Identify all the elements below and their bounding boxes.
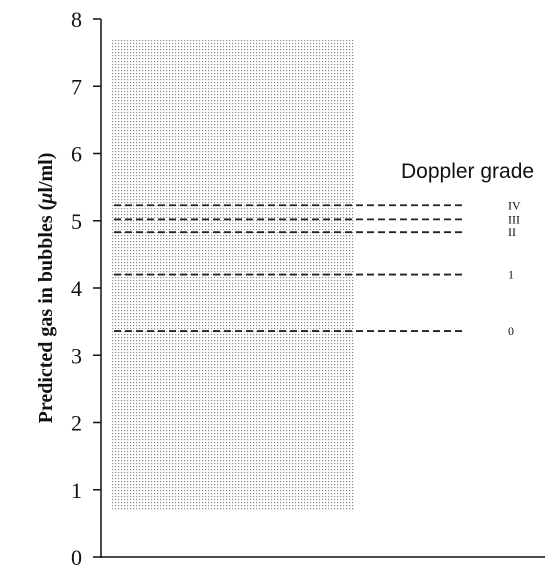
chart-title: Doppler grade xyxy=(401,160,534,183)
y-tick-label: 8 xyxy=(71,7,82,32)
y-tick-label: 1 xyxy=(71,478,82,503)
grade-label: IV xyxy=(508,198,521,212)
grade-label: II xyxy=(508,225,516,239)
y-tick-label: 6 xyxy=(71,142,82,167)
y-axis-label: Predicted gas in bubbles (μl/ml) xyxy=(35,153,57,424)
y-tick-label: 3 xyxy=(71,343,82,368)
grade-label: 1 xyxy=(508,268,514,282)
grade-label: 0 xyxy=(508,324,514,338)
y-tick-label: 4 xyxy=(71,276,82,301)
y-tick-label: 2 xyxy=(71,411,82,436)
y-tick-label: 0 xyxy=(71,545,82,565)
y-tick-label: 7 xyxy=(71,74,82,99)
y-tick-label: 5 xyxy=(71,209,82,234)
grade-label: III xyxy=(508,212,520,226)
